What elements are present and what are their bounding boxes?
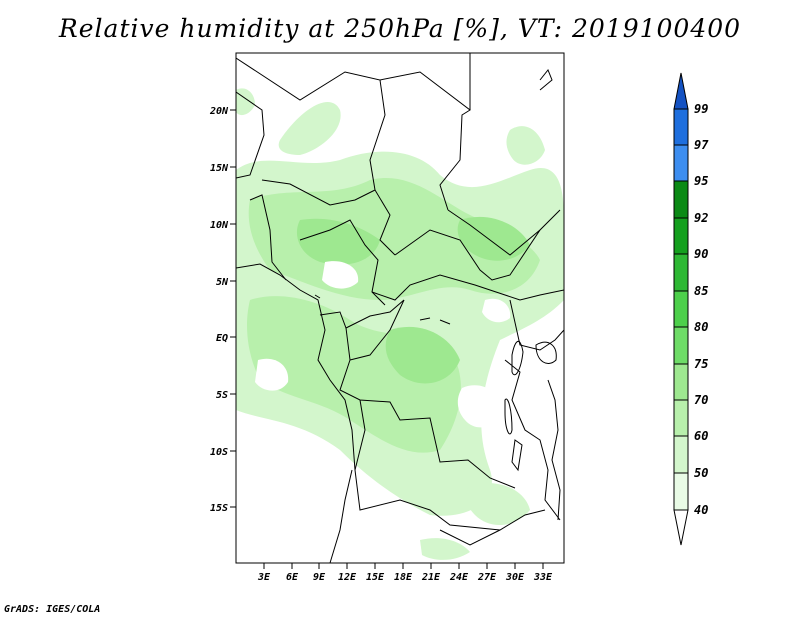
grads-credit: GrADS: IGES/COLA [4,604,101,615]
colorbar [673,72,689,546]
colorbar-label: 75 [694,357,708,371]
colorbar-segment [673,290,689,328]
lat-tick-label: 15N [210,163,229,174]
longitude-axis: 3E 6E 9E 12E 15E 18E 21E 24E 27E 30E 33E [257,563,553,583]
colorbar-segment [673,253,689,292]
lon-tick-label: 12E [338,572,357,583]
colorbar-top-arrow [673,72,689,110]
lat-tick-label: 5N [216,277,229,288]
colorbar-segment [673,144,689,182]
lon-tick-label: 33E [533,572,553,583]
lon-tick-label: 27E [477,572,497,583]
colorbar-segment [673,399,689,437]
colorbar-label: 92 [694,211,708,225]
colorbar-label: 97 [694,138,709,152]
colorbar-bottom-arrow [673,509,689,546]
colorbar-label: 50 [694,466,708,480]
country-borders [236,53,564,563]
colorbar-labels: 40 50 60 70 75 80 85 90 92 95 97 99 [694,102,709,517]
map-title: Relative humidity at 250hPa [%], VT: 201… [58,14,742,43]
lon-tick-label: 9E [313,572,326,583]
colorbar-segment [673,435,689,474]
colorbar-label: 40 [694,503,708,517]
colorbar-segment [673,472,689,511]
lat-tick-label: 20N [209,106,229,117]
lon-tick-label: 15E [366,572,385,583]
lon-tick-label: 21E [421,572,441,583]
colorbar-label: 70 [694,393,708,407]
lon-tick-label: 24E [449,572,469,583]
lat-tick-label: 5S [216,390,228,401]
colorbar-label: 85 [694,284,708,298]
lon-tick-label: 3E [257,572,271,583]
latitude-axis: 20N 15N 10N 5N EQ 5S 10S 15S [209,106,236,514]
colorbar-label: 95 [694,174,708,188]
lon-tick-label: 18E [394,572,413,583]
colorbar-label: 99 [694,102,708,116]
colorbar-label: 60 [694,429,708,443]
colorbar-label: 90 [694,247,708,261]
humidity-field [236,88,564,560]
colorbar-label: 80 [694,320,708,334]
lat-tick-label: EQ [216,333,228,344]
lon-tick-label: 30E [505,572,525,583]
colorbar-segment [673,108,689,146]
lakes [314,294,557,472]
colorbar-segment [673,180,689,219]
lat-tick-label: 15S [210,503,228,514]
colorbar-segment [673,326,689,365]
lon-tick-label: 6E [286,572,299,583]
map-frame [235,52,565,564]
colorbar-segment [673,217,689,255]
lat-tick-label: 10N [210,220,229,231]
colorbar-segment [673,363,689,401]
lat-tick-label: 10S [210,447,228,458]
